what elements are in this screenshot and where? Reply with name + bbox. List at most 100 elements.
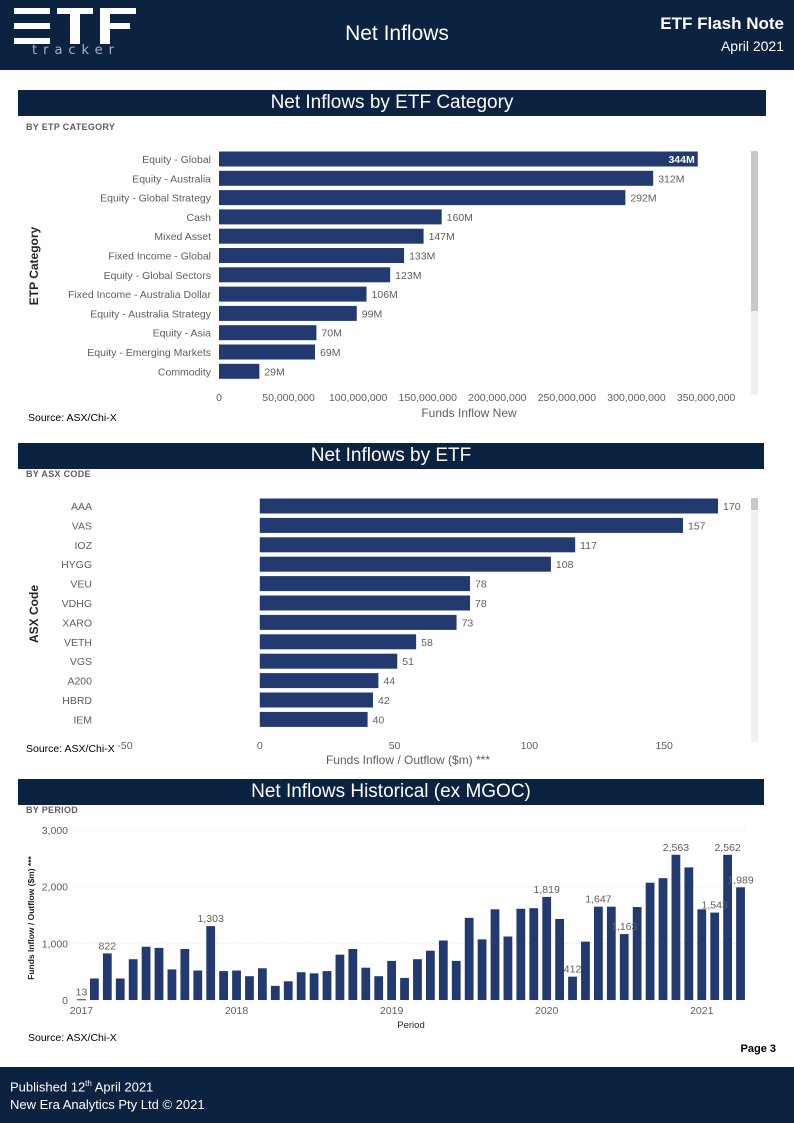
category-label: HYGG (61, 559, 92, 571)
bar (270, 985, 280, 1000)
category-label: Equity - Global (142, 154, 211, 166)
x-tick-label: 150,000,000 (399, 392, 458, 404)
bar (167, 969, 177, 1000)
bar (219, 248, 405, 263)
data-label: 58 (421, 637, 433, 649)
bar (283, 981, 293, 1000)
bar (658, 878, 668, 1000)
category-label: Equity - Australia Strategy (90, 308, 212, 320)
bar (477, 939, 487, 1000)
data-label: 1,647 (585, 894, 611, 906)
data-label: 51 (402, 656, 414, 668)
bar (736, 887, 745, 1000)
category-label: IOZ (75, 540, 93, 552)
bar (219, 209, 442, 225)
category-label: HBRD (62, 695, 92, 707)
bar (400, 977, 409, 1000)
bar (141, 946, 151, 1000)
bar (219, 151, 698, 167)
data-label: 78 (475, 579, 487, 591)
category-sub-label: BY ETP CATEGORY (26, 122, 116, 132)
bar (425, 950, 435, 1000)
bar (259, 692, 373, 708)
bar (542, 896, 552, 1000)
bar (219, 971, 229, 1000)
data-label: 13 (76, 986, 88, 998)
category-label: Commodity (158, 366, 212, 378)
bar (259, 517, 683, 533)
y-tick-label: 2,000 (42, 882, 68, 894)
bar (245, 976, 254, 1000)
category-label: Equity - Global Sectors (104, 270, 211, 282)
x-tick-label: 350,000,000 (677, 392, 736, 404)
bar (206, 926, 216, 1000)
category-label: IEM (73, 714, 92, 726)
data-label: 69M (320, 347, 340, 359)
bar (309, 973, 319, 1000)
bar (322, 971, 332, 1000)
category-banner: Net Inflows by ETF Category (18, 90, 766, 116)
bar (193, 970, 203, 1000)
data-label: 99M (362, 308, 382, 320)
category-label: Equity - Australia (132, 173, 211, 185)
bar (102, 953, 112, 1000)
category-label: VEU (70, 579, 92, 591)
y-axis-title: ASX Code (27, 585, 41, 643)
x-tick-label: 2018 (225, 1005, 249, 1017)
data-label: 106M (372, 289, 398, 301)
data-label: 1,543 (702, 900, 728, 912)
bar (413, 959, 422, 1000)
bar (593, 906, 603, 1000)
bar (296, 972, 306, 1000)
data-label: 822 (99, 940, 117, 952)
data-label: 42 (378, 695, 390, 707)
bar (219, 228, 424, 244)
bar (632, 907, 642, 1000)
category-label: VGS (70, 656, 92, 668)
bar (77, 999, 86, 1001)
bar (259, 614, 457, 630)
page-number: Page 3 (740, 1043, 776, 1055)
y-tick-label: 0 (62, 995, 68, 1007)
bar (555, 918, 565, 1000)
data-label: 78 (475, 598, 487, 610)
category-label: Equity - Emerging Markets (87, 347, 211, 359)
etf-source: Source: ASX/Chi-X (26, 743, 115, 755)
bar (438, 940, 448, 1000)
flash-note-title: ETF Flash Note (660, 14, 784, 33)
y-tick-label: 3,000 (42, 825, 68, 837)
bar (219, 267, 391, 283)
x-tick-label: 250,000,000 (538, 392, 597, 404)
data-label: 40 (373, 714, 385, 726)
bar (259, 556, 551, 572)
data-label: 412 (564, 964, 582, 976)
historical-banner: Net Inflows Historical (ex MGOC) (18, 779, 764, 805)
x-tick-label: 200,000,000 (468, 392, 527, 404)
x-axis-title: Funds Inflow New (421, 406, 517, 420)
bar (180, 949, 190, 1000)
bar (259, 653, 398, 669)
bar (219, 363, 260, 379)
page-header: tracker Net Inflows ETF Flash Note April… (0, 0, 794, 70)
category-label: VETH (64, 637, 92, 649)
bar (115, 978, 125, 1000)
bar (684, 867, 694, 1000)
published-suffix: April 2021 (91, 1079, 154, 1095)
bar (259, 711, 368, 727)
data-label: 1,303 (198, 913, 224, 925)
etf-sub-label: BY ASX CODE (26, 469, 91, 479)
bar (219, 190, 626, 206)
bar (219, 305, 357, 321)
x-tick-label: 50 (389, 740, 401, 752)
bar (464, 917, 474, 1000)
bar (259, 634, 417, 650)
scrollbar-thumb (751, 151, 758, 311)
data-label: 147M (429, 231, 455, 243)
y-axis-title: ETP Category (27, 226, 41, 305)
etf-logo (14, 8, 136, 44)
historical-chart: 0 1,000 2,000 3,000 13 822 1,303 1,819 412 1,647 1… (26, 825, 754, 1031)
data-label: 133M (409, 251, 435, 263)
category-label: Equity - Global Strategy (100, 193, 212, 205)
bar (581, 941, 590, 1000)
published-date: Published 12th April 2021 (10, 1079, 153, 1094)
